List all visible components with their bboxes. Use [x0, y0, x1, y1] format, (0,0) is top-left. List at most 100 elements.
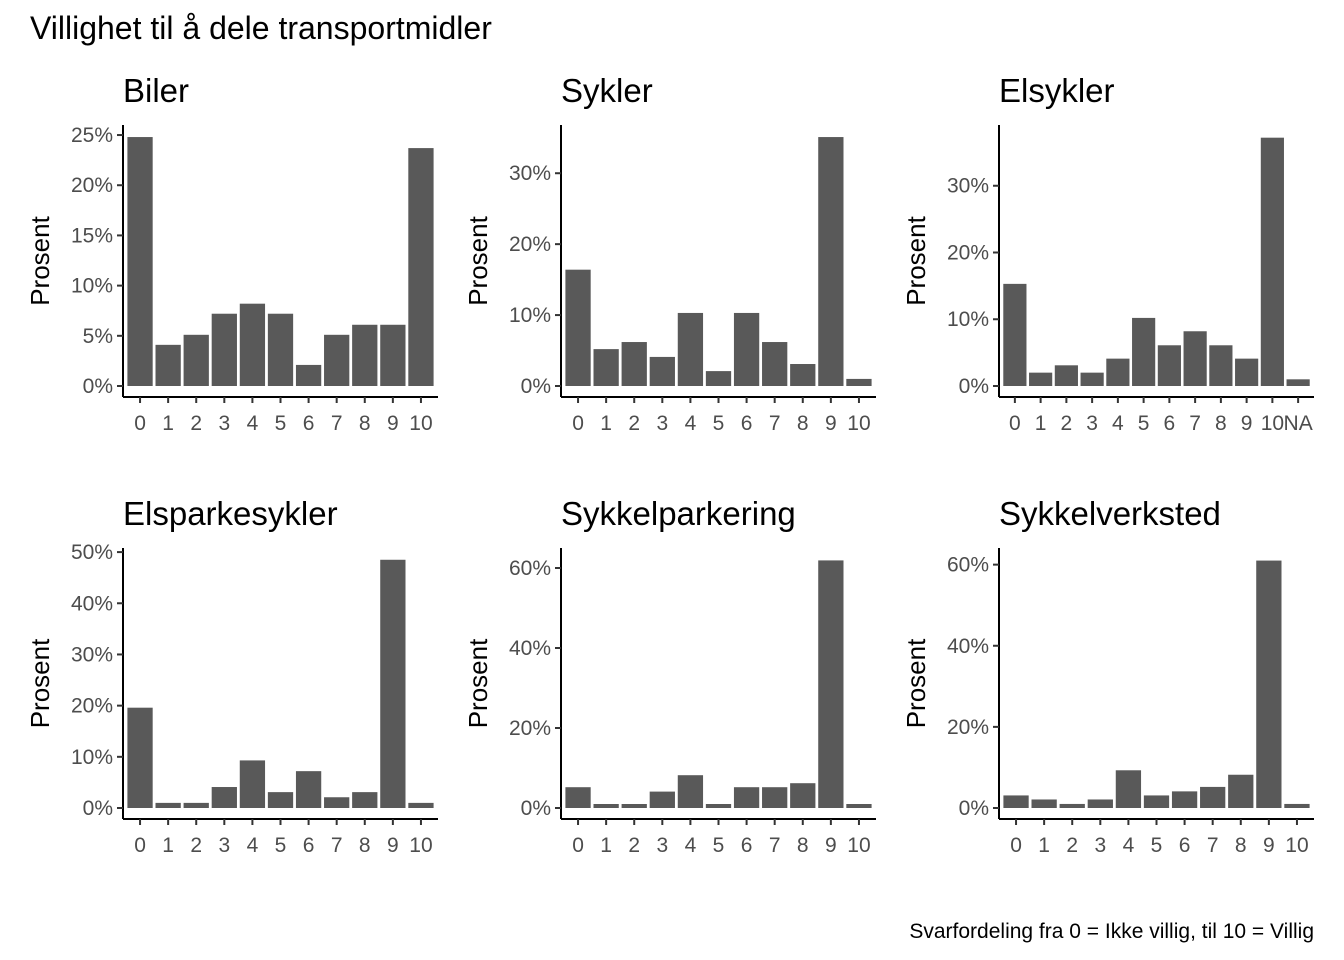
- y-tick-label: 20%: [71, 695, 113, 718]
- bar-6: [1157, 345, 1181, 386]
- bar-9: [380, 559, 406, 808]
- bar-3: [211, 787, 237, 808]
- bar-2: [621, 342, 647, 386]
- x-tick-label: 2: [190, 412, 202, 435]
- bar-2: [621, 804, 647, 808]
- panel-title: Sykkelparkering: [561, 495, 796, 532]
- y-tick-label: 50%: [71, 541, 113, 564]
- y-axis-title: Prosent: [463, 215, 493, 305]
- figure-title: Villighet til å dele transportmidler: [30, 10, 492, 46]
- x-tick-label: 1: [162, 834, 174, 857]
- y-tick-label: 10%: [947, 308, 989, 331]
- bar-7: [1200, 786, 1226, 808]
- x-tick-label: 5: [713, 412, 725, 435]
- x-tick-label: 7: [1189, 412, 1201, 435]
- y-tick-label: 20%: [947, 241, 989, 264]
- x-tick-label: 8: [797, 412, 809, 435]
- x-tick-label: 5: [1138, 412, 1150, 435]
- bar-5: [1143, 795, 1170, 808]
- x-tick-label: 3: [656, 412, 668, 435]
- y-tick-label: 30%: [509, 162, 551, 185]
- x-tick-label: 4: [247, 834, 259, 857]
- x-tick-label: 9: [825, 412, 837, 435]
- y-tick-label: 10%: [71, 746, 113, 769]
- x-tick-label: 8: [1215, 412, 1227, 435]
- panel-title: Biler: [123, 72, 189, 109]
- x-tick-label: 7: [1207, 834, 1219, 857]
- x-tick-label: 9: [825, 834, 837, 857]
- x-tick-label: 7: [769, 834, 781, 857]
- x-tick-label: 10: [1285, 834, 1308, 857]
- x-tick-label: 0: [1010, 834, 1022, 857]
- x-tick-label: 6: [1164, 412, 1176, 435]
- bar-9: [818, 560, 844, 808]
- x-tick-label: NA: [1284, 412, 1313, 435]
- bar-0: [127, 707, 153, 808]
- y-tick-label: 30%: [947, 175, 989, 198]
- bar-1: [1029, 372, 1053, 386]
- y-tick-label: 40%: [71, 592, 113, 615]
- x-tick-label: 1: [162, 412, 174, 435]
- bar-10: [846, 378, 872, 386]
- bar-4: [239, 760, 266, 808]
- bar-6: [733, 787, 760, 808]
- x-tick-label: 9: [1241, 412, 1253, 435]
- x-tick-label: 8: [359, 834, 371, 857]
- bar-8: [790, 783, 816, 808]
- x-tick-label: 7: [769, 412, 781, 435]
- bar-1: [1031, 799, 1057, 808]
- y-tick-label: 10%: [509, 304, 551, 327]
- bar-5: [267, 792, 294, 808]
- bar-3: [1087, 799, 1113, 808]
- x-tick-label: 5: [275, 834, 287, 857]
- y-tick-label: 20%: [947, 716, 989, 739]
- bar-5: [267, 313, 294, 386]
- bar-4: [677, 312, 704, 386]
- bar-4: [239, 303, 266, 386]
- x-tick-label: 1: [600, 834, 612, 857]
- x-tick-label: 4: [685, 412, 697, 435]
- bar-10: [846, 804, 872, 808]
- y-tick-label: 20%: [71, 174, 113, 197]
- y-tick-label: 10%: [71, 275, 113, 298]
- y-tick-label: 20%: [509, 717, 551, 740]
- x-tick-label: 10: [847, 412, 870, 435]
- x-tick-label: 6: [741, 834, 753, 857]
- y-axis-title: Prosent: [463, 638, 493, 728]
- y-tick-label: 60%: [509, 557, 551, 580]
- y-tick-label: 5%: [83, 325, 113, 348]
- bar-6: [1171, 791, 1198, 808]
- x-tick-label: 4: [247, 412, 259, 435]
- x-tick-label: 4: [1123, 834, 1135, 857]
- y-axis-title: Prosent: [901, 215, 931, 305]
- bar-7: [762, 787, 788, 808]
- x-tick-label: 3: [656, 834, 668, 857]
- bar-10: [408, 802, 434, 808]
- x-tick-label: 10: [409, 834, 432, 857]
- bar-3: [649, 356, 675, 386]
- bar-0: [1003, 795, 1029, 808]
- y-axis-title: Prosent: [901, 638, 931, 728]
- bar-NA: [1286, 379, 1310, 386]
- panel-title: Elsykler: [999, 72, 1115, 109]
- bar-7: [324, 334, 350, 386]
- x-tick-label: 9: [387, 412, 399, 435]
- y-tick-label: 60%: [947, 554, 989, 577]
- x-tick-label: 8: [359, 412, 371, 435]
- x-tick-label: 3: [218, 412, 230, 435]
- panel-4: Sykkelparkering Prosent 0% 20% 40% 60% 0 1 2 3 4 5 6…: [463, 495, 876, 857]
- panel-1: Sykler Prosent 0% 10% 20% 30% 0 1 2 3 4 5 6 7 8 9 10: [463, 72, 876, 435]
- bar-9: [1256, 560, 1282, 808]
- bar-10: [1260, 137, 1284, 386]
- bar-6: [733, 312, 760, 386]
- y-tick-label: 0%: [83, 797, 113, 820]
- x-tick-label: 2: [628, 412, 640, 435]
- x-tick-label: 2: [628, 834, 640, 857]
- panel-title: Sykkelverksted: [999, 495, 1221, 532]
- x-tick-label: 6: [741, 412, 753, 435]
- bar-4: [677, 775, 704, 808]
- x-tick-label: 1: [1035, 412, 1047, 435]
- x-tick-label: 2: [1066, 834, 1078, 857]
